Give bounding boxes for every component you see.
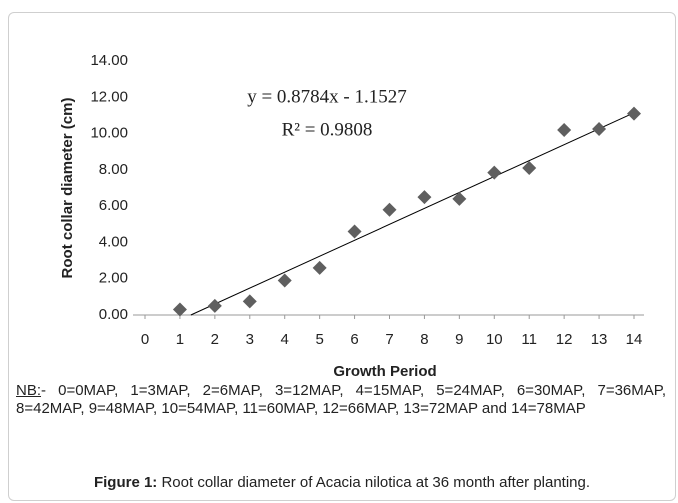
point	[627, 106, 641, 121]
y-tick-label: 12.00	[90, 88, 128, 105]
y-tick-label: 4.00	[99, 233, 128, 250]
note: NB:- 0=0MAP, 1=3MAP, 2=6MAP, 3=12MAP, 4=…	[16, 382, 666, 418]
x-tick-label: 0	[141, 331, 149, 348]
note-prefix: NB:	[16, 382, 42, 399]
trendline	[190, 112, 635, 316]
x-tick-label: 2	[211, 331, 219, 348]
x-axis-title: Growth Period	[333, 363, 436, 380]
point	[522, 161, 537, 176]
caption: Figure 1: Root collar diameter of Acacia…	[8, 474, 676, 491]
x-tick-label: 13	[591, 331, 608, 348]
x-tick-label: 14	[626, 331, 643, 348]
frame	[8, 12, 676, 501]
caption-label: Figure 1:	[93, 474, 158, 491]
y-axis-title: Root collar diameter (cm)	[59, 98, 76, 279]
r-squared: R² = 0.9808	[282, 119, 373, 140]
point	[312, 260, 327, 275]
x-tick-label: 8	[420, 331, 428, 348]
point	[487, 165, 502, 180]
chart: Growth Period Root collar diameter (cm) …	[59, 52, 644, 380]
y-tick-label: 8.00	[99, 161, 128, 178]
point	[557, 122, 572, 137]
y-tick-label: 14.00	[90, 52, 128, 69]
y-tick-label: 2.00	[99, 270, 128, 287]
x-tick-label: 5	[315, 331, 323, 348]
trend-equation: y = 0.8784x - 1.1527	[247, 86, 407, 107]
point	[207, 298, 222, 313]
x-tick-label: 12	[556, 331, 573, 348]
x-tick-label: 3	[246, 331, 254, 348]
x-tick-label: 6	[350, 331, 358, 348]
note-text: - 0=0MAP, 1=3MAP, 2=6MAP, 3=12MAP, 4=15M…	[16, 382, 666, 417]
point	[382, 202, 397, 217]
x-tick-label: 1	[176, 331, 184, 348]
x-tick-label: 9	[455, 331, 463, 348]
point	[172, 302, 187, 317]
point	[592, 122, 607, 137]
y-tick-label: 0.00	[99, 306, 128, 323]
point	[242, 294, 257, 309]
x-tick-label: 7	[385, 331, 393, 348]
caption-text: Root collar diameter of Acacia nilotica …	[157, 474, 591, 491]
point	[452, 191, 467, 206]
point	[347, 224, 362, 239]
point	[417, 190, 432, 205]
y-tick-label: 6.00	[99, 197, 128, 214]
x-tick-label: 4	[281, 331, 289, 348]
x-tick-label: 11	[521, 331, 537, 348]
x-tick-label: 10	[486, 331, 503, 348]
y-tick-label: 10.00	[90, 125, 128, 142]
point	[277, 273, 292, 288]
